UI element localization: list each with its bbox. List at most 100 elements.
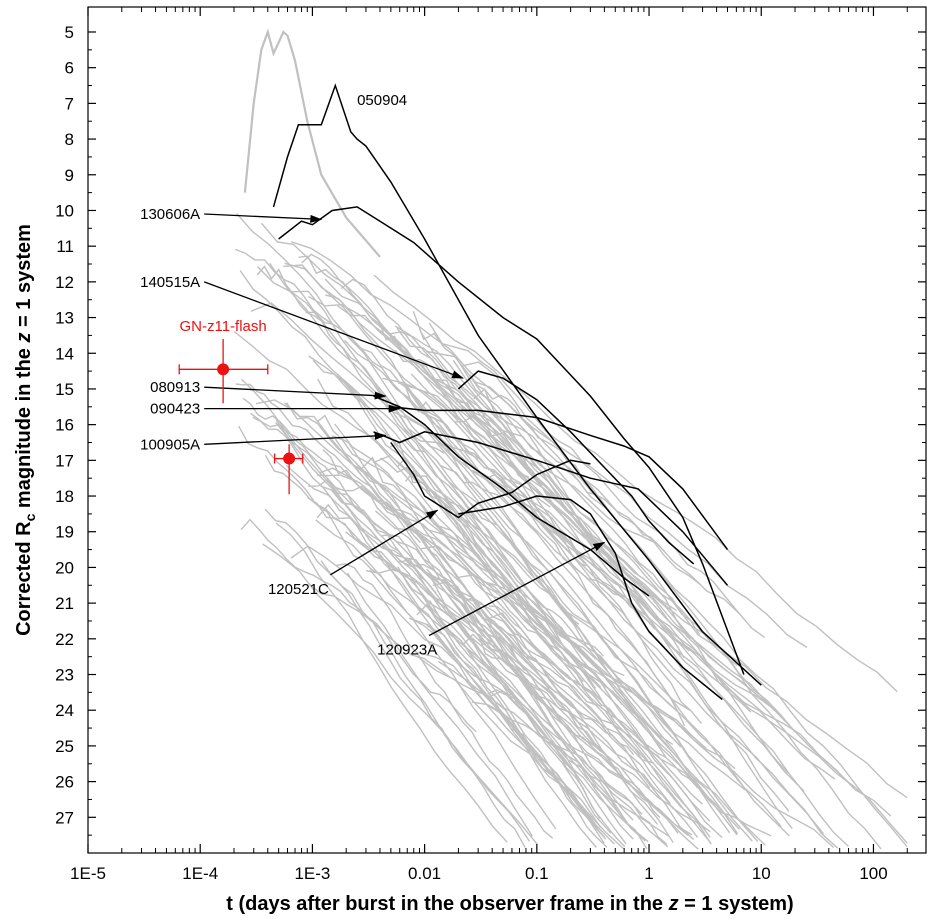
y-tick-label: 21 <box>55 594 74 613</box>
series-label-050904: 050904 <box>357 92 407 109</box>
background-curve <box>471 677 607 840</box>
series-line-050904 <box>272 83 762 686</box>
y-tick-label: 24 <box>55 701 74 720</box>
background-curve <box>345 531 655 764</box>
x-tick-label: 1E-3 <box>294 864 330 883</box>
series-label-130606A: 130606A <box>140 206 200 223</box>
background-curve <box>290 241 808 648</box>
background-curve <box>473 380 908 848</box>
background-curve <box>316 414 525 685</box>
background-curve <box>473 387 752 713</box>
y-tick-label: 19 <box>55 523 74 542</box>
y-axis-label: Corrected Rc magnitude in the z = 1 syst… <box>13 224 38 636</box>
x-axis-label: t (days after burst in the observer fram… <box>226 893 793 915</box>
background-curve <box>336 563 554 839</box>
background-curve <box>403 381 753 842</box>
series-line-090423 <box>390 406 729 551</box>
y-tick-label: 26 <box>55 773 74 792</box>
y-tick-label: 16 <box>55 416 74 435</box>
annotation-arrows <box>203 213 606 637</box>
y-tick-label: 20 <box>55 558 74 577</box>
background-curve <box>241 378 577 775</box>
background-curve <box>420 545 646 842</box>
background-curve <box>255 399 746 791</box>
background-curve <box>387 398 790 837</box>
y-tick-label: 25 <box>55 737 74 756</box>
background-curve <box>369 569 557 830</box>
flash-point-0 <box>217 363 230 376</box>
background-curve <box>318 467 674 745</box>
y-tick-label: 9 <box>65 166 74 185</box>
x-tick-label: 100 <box>859 864 887 883</box>
background-curve <box>373 274 898 693</box>
background-curve <box>459 574 695 841</box>
series-label-090423: 090423 <box>150 401 200 418</box>
background-curve <box>390 441 623 706</box>
series-label-140515A: 140515A <box>140 274 200 291</box>
background-curve <box>486 473 686 727</box>
background-curve <box>301 253 551 479</box>
annotation-labels: 050904 130606A 140515A 080913 090423 100905A 1… <box>140 92 437 659</box>
background-curve <box>320 485 602 753</box>
y-tick-label: 14 <box>55 344 74 363</box>
background-curve <box>285 464 651 789</box>
flash-label: GN-z11-flash <box>179 318 266 335</box>
background-curve <box>465 497 739 834</box>
background-curve <box>404 385 782 827</box>
background-curve <box>235 383 422 544</box>
background-curve <box>320 560 530 842</box>
background-curve <box>388 331 701 586</box>
series-label-120923A: 120923A <box>377 642 437 659</box>
background-curve <box>275 522 508 843</box>
y-tick-label: 22 <box>55 630 74 649</box>
series-line-140515A <box>457 370 695 565</box>
background-light-curves <box>233 28 908 850</box>
background-curve <box>417 656 625 850</box>
background-curve <box>240 518 477 733</box>
y-tick-label: 12 <box>55 273 74 292</box>
background-curve <box>284 262 805 792</box>
series-line-120923A <box>458 495 723 701</box>
background-curve <box>372 454 741 830</box>
plot-frame <box>87 6 927 854</box>
y-tick-label: 13 <box>55 309 74 328</box>
series-label-120521C: 120521C <box>268 581 329 598</box>
background-curve <box>412 311 685 658</box>
background-curve <box>242 397 437 594</box>
series-line-100905A <box>373 431 729 586</box>
background-curve <box>425 350 796 733</box>
background-curve <box>346 572 533 837</box>
arrow-120521C <box>330 509 439 576</box>
background-curve <box>264 508 526 848</box>
background-curve <box>428 322 766 638</box>
background-curve <box>262 543 539 845</box>
background-curve <box>250 412 483 682</box>
series-label-080913: 080913 <box>150 379 200 396</box>
background-curve <box>243 28 381 258</box>
x-tick-label: 0.01 <box>408 864 441 883</box>
x-tick-label: 1E-5 <box>70 864 106 883</box>
arrow-130606A <box>204 213 323 223</box>
background-curve <box>397 566 648 850</box>
y-tick-label: 6 <box>65 59 74 78</box>
background-curve <box>399 558 626 848</box>
arrow-120923A <box>428 541 606 637</box>
series-line-080913 <box>373 395 650 597</box>
highlighted-light-curves <box>272 83 762 701</box>
y-tick-label: 10 <box>55 202 74 221</box>
y-tick-label: 23 <box>55 666 74 685</box>
background-curve <box>403 429 854 787</box>
background-curve <box>324 278 760 698</box>
background-curve <box>340 278 639 576</box>
background-curve <box>344 339 681 657</box>
background-curve <box>489 605 699 789</box>
background-curve <box>236 212 652 729</box>
background-curve <box>432 581 689 836</box>
background-curve <box>477 634 661 819</box>
series-line-130606A <box>278 206 745 675</box>
tick-labels: 1E-5 1E-4 1E-3 0.01 0.1 1 10 100 5 6 7 8 9 10 11 12 13 14… <box>55 23 888 883</box>
arrow-080913 <box>204 386 387 400</box>
background-curve <box>385 501 707 749</box>
y-tick-label: 5 <box>65 23 74 42</box>
